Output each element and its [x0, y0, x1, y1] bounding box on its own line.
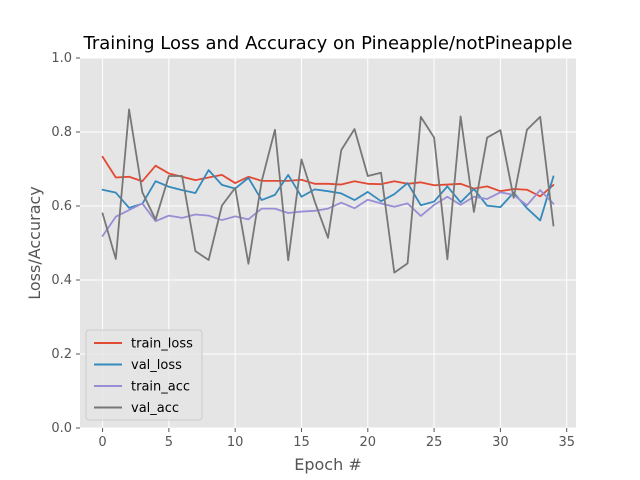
- y-tick-label: 0.4: [51, 273, 72, 288]
- axis-ticks: 0 5 10 15 20 25 30 35 0.0 0.2 0.4 0.6 0.8 1.0: [51, 51, 575, 450]
- legend-box: [85, 329, 203, 421]
- legend-label: train_acc: [131, 380, 190, 395]
- y-tick-label: 0.2: [51, 347, 72, 362]
- legend-label: val_loss: [131, 358, 182, 373]
- x-axis-label: Epoch #: [294, 455, 361, 474]
- x-tick-label: 20: [360, 435, 377, 450]
- grid-lines: [80, 57, 576, 429]
- legend-label: val_acc: [131, 401, 179, 416]
- chart-title: Training Loss and Accuracy on Pineapple/…: [83, 33, 573, 54]
- x-tick-label: 35: [558, 435, 575, 450]
- x-tick-label: 30: [492, 435, 509, 450]
- x-tick-label: 5: [165, 435, 173, 450]
- y-tick-label: 0.0: [51, 421, 72, 436]
- series-line-train-acc: [101, 189, 555, 237]
- series-line-val-acc: [101, 108, 555, 274]
- x-tick-label: 10: [227, 435, 244, 450]
- y-tick-label: 1.0: [51, 51, 72, 66]
- legend: train_loss val_loss train_acc val_acc: [85, 329, 203, 421]
- y-tick-label: 0.6: [51, 199, 72, 214]
- x-tick-label: 25: [426, 435, 443, 450]
- y-axis-label: Loss/Accuracy: [25, 186, 44, 300]
- series-line-val-loss: [101, 169, 555, 222]
- y-tick-label: 0.8: [51, 125, 72, 140]
- x-tick-label: 15: [293, 435, 310, 450]
- series-lines: [101, 108, 555, 274]
- legend-label: train_loss: [131, 337, 193, 352]
- x-tick-label: 0: [98, 435, 106, 450]
